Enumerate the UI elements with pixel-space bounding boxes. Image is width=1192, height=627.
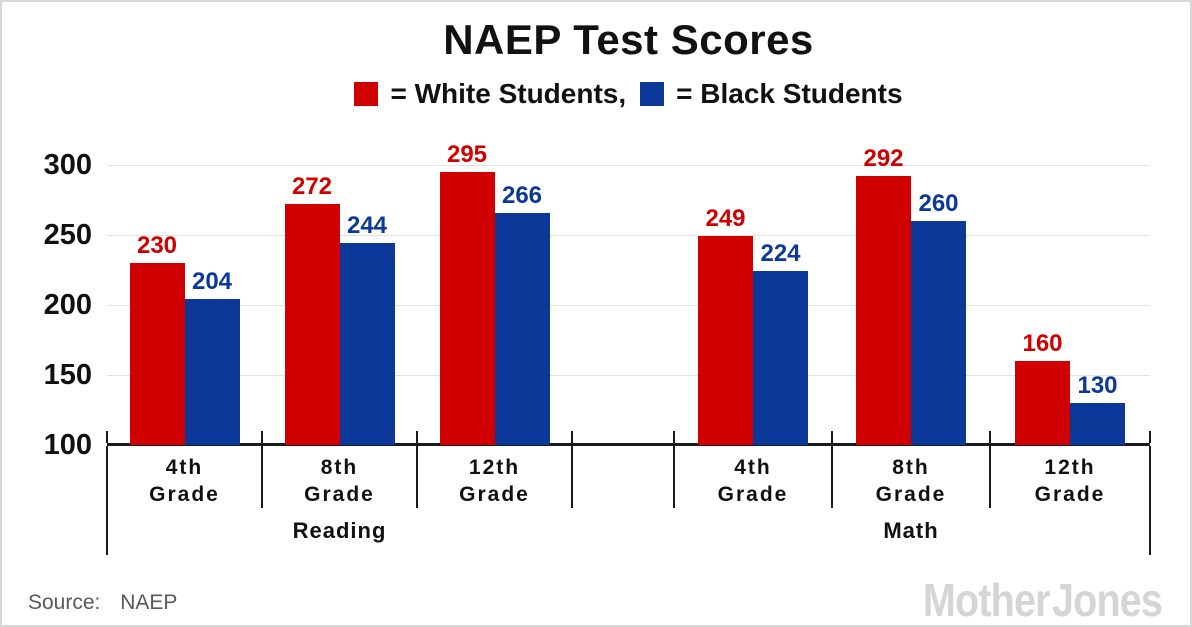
bar-black-students-4th-grade bbox=[753, 271, 808, 445]
bar-value-label: 244 bbox=[346, 212, 388, 240]
category-label-line: Grade bbox=[149, 483, 220, 506]
bar-value-label: 272 bbox=[291, 173, 333, 201]
axis-tick-upper bbox=[989, 431, 991, 443]
bar-value-label: 292 bbox=[863, 145, 904, 173]
source-note: Source: NAEP bbox=[28, 591, 177, 615]
category-label-line: 4th bbox=[165, 456, 204, 479]
source-value: NAEP bbox=[120, 591, 178, 614]
legend-item-white-students: = White Students, bbox=[354, 78, 626, 110]
bar-black-students-4th-grade bbox=[184, 299, 240, 445]
category-label-8th-grade: 8th Grade bbox=[832, 454, 990, 508]
category-label-line: Grade bbox=[459, 483, 530, 506]
bar-value-label: 266 bbox=[501, 181, 543, 209]
category-label-12th-grade: 12th Grade bbox=[990, 454, 1150, 508]
legend-item-black-students: = Black Students bbox=[640, 78, 903, 110]
bar-value-label: 204 bbox=[191, 268, 233, 296]
bar-value-label: 249 bbox=[705, 205, 746, 233]
bar-white-students-8th-grade bbox=[856, 176, 911, 445]
bar-value-label: 160 bbox=[1022, 330, 1063, 357]
y-axis-tick-label: 250 bbox=[43, 219, 92, 251]
category-label-line: 12th bbox=[468, 456, 521, 479]
bar-white-students-4th-grade bbox=[698, 236, 753, 445]
category-label-4th-grade: 4th Grade bbox=[674, 454, 832, 508]
legend-label: = White Students, bbox=[390, 78, 627, 109]
gridline-250 bbox=[107, 235, 1150, 236]
bar-black-students-8th-grade bbox=[911, 221, 966, 445]
bar-black-students-12th-grade bbox=[1070, 403, 1125, 445]
category-label-line: Grade bbox=[1034, 483, 1106, 506]
axis-tick-lower bbox=[989, 446, 991, 508]
axis-tick-upper bbox=[416, 431, 418, 443]
bar-value-label: 295 bbox=[446, 141, 488, 168]
chart-title: NAEP Test Scores bbox=[443, 16, 814, 63]
section-label-reading: Reading bbox=[292, 518, 387, 543]
axis-tick-upper bbox=[673, 431, 675, 443]
category-label-line: 12th bbox=[1044, 456, 1096, 479]
category-label-12th-grade: 12th Grade bbox=[417, 454, 572, 508]
bar-value-label: 230 bbox=[136, 232, 178, 259]
axis-tick-upper bbox=[1149, 431, 1151, 443]
chart-legend: = White Students, = Black Students bbox=[107, 78, 1150, 110]
bar-value-label: 260 bbox=[918, 190, 959, 217]
x-axis-baseline bbox=[107, 443, 1150, 446]
gridline-300 bbox=[107, 165, 1150, 166]
category-label-line: 8th bbox=[320, 456, 359, 479]
axis-tick-lower bbox=[416, 446, 418, 508]
gridline-200 bbox=[107, 305, 1150, 306]
black-students-swatch-icon bbox=[640, 82, 665, 106]
axis-boundary-line bbox=[106, 446, 108, 555]
axis-boundary-line bbox=[1149, 446, 1151, 555]
category-label-line: 8th bbox=[892, 456, 930, 479]
bar-white-students-4th-grade bbox=[129, 263, 185, 445]
y-axis-tick-label: 200 bbox=[43, 289, 92, 321]
category-label-4th-grade: 4th Grade bbox=[107, 454, 262, 508]
bar-white-students-12th-grade bbox=[439, 172, 495, 445]
axis-tick-lower bbox=[571, 446, 573, 508]
category-label-line: Grade bbox=[304, 483, 375, 506]
category-label-line: Grade bbox=[875, 483, 947, 506]
y-axis-tick-label: 300 bbox=[43, 149, 92, 181]
gridline-150 bbox=[107, 375, 1150, 376]
axis-tick-upper bbox=[261, 431, 263, 443]
source-label: Source: bbox=[28, 591, 101, 614]
axis-tick-upper bbox=[831, 431, 833, 443]
bar-value-label: 130 bbox=[1077, 372, 1118, 399]
bar-white-students-8th-grade bbox=[284, 204, 340, 445]
bar-black-students-8th-grade bbox=[339, 243, 395, 445]
mother-jones-logo: Mother Jones bbox=[922, 574, 1163, 626]
white-students-swatch-icon bbox=[354, 82, 379, 106]
axis-tick-upper bbox=[106, 431, 108, 443]
bar-value-label: 224 bbox=[760, 240, 801, 268]
category-label-line: Grade bbox=[717, 483, 789, 506]
bar-white-students-12th-grade bbox=[1015, 361, 1070, 445]
category-label-line: 4th bbox=[734, 456, 772, 479]
axis-tick-lower bbox=[673, 446, 675, 508]
category-label-8th-grade: 8th Grade bbox=[262, 454, 417, 508]
axis-tick-upper bbox=[571, 431, 573, 443]
axis-tick-lower bbox=[261, 446, 263, 508]
section-label-math: Math bbox=[883, 518, 939, 543]
legend-label: = Black Students bbox=[676, 78, 903, 109]
y-axis-tick-label: 100 bbox=[43, 429, 92, 461]
axis-tick-lower bbox=[831, 446, 833, 508]
y-axis-tick-label: 150 bbox=[43, 359, 92, 391]
bar-black-students-12th-grade bbox=[494, 212, 550, 445]
